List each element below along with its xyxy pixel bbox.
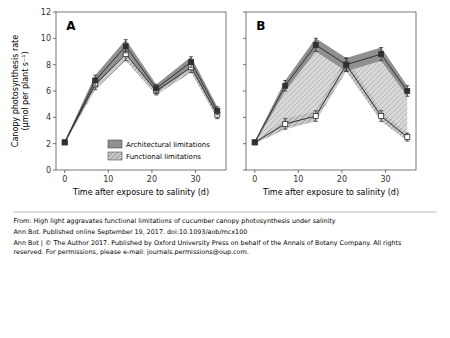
error-bar (124, 40, 128, 53)
plot-frame (56, 12, 226, 170)
y-tick (243, 38, 246, 39)
x-tick (151, 170, 152, 173)
footer-text: Ann Bot. Published online September 19, … (14, 228, 248, 236)
y-tick (53, 64, 56, 65)
error-bar (405, 86, 409, 97)
y-tick-label: 8 (46, 61, 51, 70)
error-bar (93, 75, 97, 86)
y-tick-label: 2 (46, 140, 51, 149)
plot-area (62, 40, 220, 145)
marker (154, 86, 159, 91)
error-bar (154, 84, 158, 92)
y-tick (243, 64, 246, 65)
y-axis-label: Canopy photosynthesis rate(μmol per plan… (11, 35, 30, 147)
marker (405, 89, 410, 94)
footer-rule (14, 212, 437, 213)
line (65, 46, 218, 142)
x-tick-label: 0 (252, 175, 257, 184)
x-tick (195, 170, 196, 173)
marker (62, 140, 67, 145)
panel-label: B (256, 19, 265, 33)
error-bar (405, 133, 409, 141)
error-band (255, 38, 408, 143)
plot-frame (246, 12, 416, 170)
y-tick (243, 170, 246, 171)
x-tick-label: 20 (337, 175, 347, 184)
y-tick (53, 117, 56, 118)
y-tick (53, 170, 56, 171)
y-tick (243, 12, 246, 13)
x-tick (385, 170, 386, 173)
x-tick (108, 170, 109, 173)
error-bar (344, 58, 348, 71)
marker (93, 78, 98, 83)
legend-box (104, 136, 222, 166)
marker (379, 114, 384, 119)
marker (313, 42, 318, 47)
legend-label: Architectural limitations (126, 141, 210, 149)
error-bar (283, 80, 287, 91)
y-tick-label: 0 (46, 166, 51, 175)
x-tick-label: 10 (293, 175, 303, 184)
error-band (65, 40, 218, 144)
y-tick-label: 12 (41, 8, 51, 17)
x-tick-label: 20 (147, 175, 157, 184)
y-tick-label: 4 (46, 113, 51, 122)
marker (252, 140, 257, 145)
y-tick (243, 91, 246, 92)
figure: 0 2 4 6 8 10 12 0 10 20 30 A Time after exposure to … (0, 0, 450, 338)
marker (252, 140, 257, 145)
legend-swatch (108, 140, 122, 148)
x-tick-label: 30 (190, 175, 200, 184)
y-tick-label: 10 (41, 34, 51, 43)
panel: 0 10 20 30 B Time after exposure to salinity … (243, 12, 416, 197)
marker (62, 140, 67, 145)
y-tick-label: 6 (46, 87, 51, 96)
error-bar (189, 57, 193, 68)
panel-label: A (66, 19, 76, 33)
marker (313, 114, 318, 119)
marker (283, 121, 288, 126)
x-tick (341, 170, 342, 173)
line (255, 65, 408, 143)
legend: Architectural limitations Functional limi… (104, 136, 222, 166)
y-tick (53, 91, 56, 92)
error-bar (379, 48, 383, 61)
y-tick (53, 143, 56, 144)
marker (344, 62, 349, 67)
x-tick-label: 10 (103, 175, 113, 184)
y-tick (243, 117, 246, 118)
x-axis-label: Time after exposure to salinity (d) (262, 188, 399, 197)
error-bar (379, 111, 383, 122)
marker (379, 52, 384, 57)
marker (189, 60, 194, 65)
x-tick (298, 170, 299, 173)
error-bar (314, 111, 318, 122)
error-bar (314, 38, 318, 51)
y-tick (53, 12, 56, 13)
panel: 0 2 4 6 8 10 12 0 10 20 30 A Time after exposure to … (11, 8, 226, 197)
marker (283, 83, 288, 88)
legend-swatch (108, 152, 122, 160)
error-bar (215, 107, 219, 115)
y-tick (53, 38, 56, 39)
y-tick (243, 143, 246, 144)
marker (344, 62, 349, 67)
footer-text: Ann Bot | © The Author 2017. Published b… (14, 239, 403, 256)
x-tick (64, 170, 65, 173)
footer-text: From: High light aggravates functional l… (14, 217, 336, 225)
x-tick-label: 30 (380, 175, 390, 184)
x-axis-label: Time after exposure to salinity (d) (72, 188, 209, 197)
marker (123, 44, 128, 49)
x-tick-label: 0 (62, 175, 67, 184)
marker (405, 135, 410, 140)
line (255, 45, 408, 142)
plot-area (252, 38, 410, 145)
error-bar (283, 119, 287, 130)
error-bar (344, 58, 348, 71)
marker (215, 108, 220, 113)
x-tick (254, 170, 255, 173)
legend-label: Functional limitations (126, 153, 201, 161)
